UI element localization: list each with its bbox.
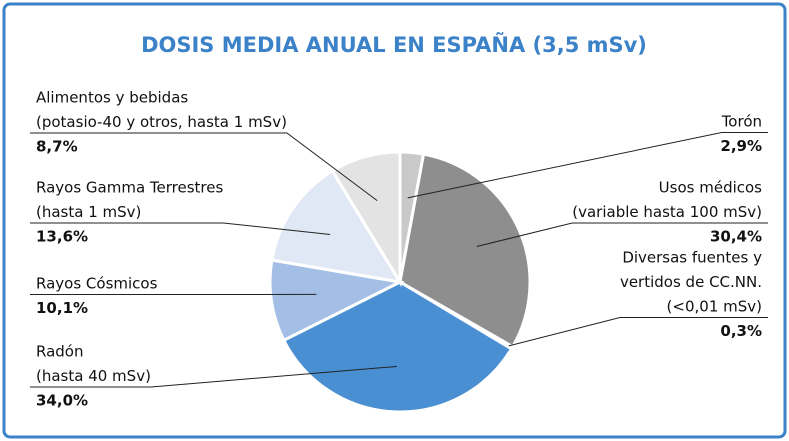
- slice-label: Rayos Gamma Terrestres: [36, 179, 223, 197]
- chart-title: DOSIS MEDIA ANUAL EN ESPAÑA (3,5 mSv): [141, 32, 647, 57]
- leader-line: [30, 365, 397, 388]
- pie-slice: [398, 152, 532, 349]
- pie-slice: [330, 150, 402, 288]
- value-label: 8,7%: [36, 138, 78, 156]
- leader-line: [30, 222, 331, 236]
- value-label: 0,3%: [720, 322, 762, 340]
- leader-line: [476, 222, 768, 247]
- value-label: 13,6%: [36, 228, 88, 246]
- slice-label: (<0,01 mSv): [667, 298, 762, 316]
- slice-label: Diversas fuentes y: [622, 249, 762, 267]
- value-label: 2,9%: [720, 137, 762, 155]
- value-label: 30,4%: [710, 228, 762, 246]
- slice-label: Rayos Cósmicos: [36, 275, 158, 293]
- slice-label: (hasta 40 mSv): [36, 367, 151, 385]
- pie-slice: [281, 280, 514, 414]
- slice-label: Alimentos y bebidas: [36, 89, 188, 107]
- slice-label: vertidos de CC.NN.: [620, 273, 762, 291]
- slice-label: Radón: [36, 343, 84, 361]
- leader-line: [407, 132, 768, 199]
- pie-slice: [268, 258, 405, 343]
- slice-label: (variable hasta 100 mSv): [572, 203, 762, 221]
- leader-line: [508, 317, 768, 347]
- slice-label: Usos médicos: [659, 179, 763, 197]
- pie-slice: [270, 168, 403, 285]
- value-label: 34,0%: [36, 392, 88, 410]
- slice-label: (potasio-40 y otros, hasta 1 mSv): [36, 113, 287, 131]
- slice-label: (hasta 1 mSv): [36, 203, 141, 221]
- value-label: 10,1%: [36, 299, 88, 317]
- slice-label: Torón: [721, 113, 762, 131]
- leader-line: [30, 132, 378, 202]
